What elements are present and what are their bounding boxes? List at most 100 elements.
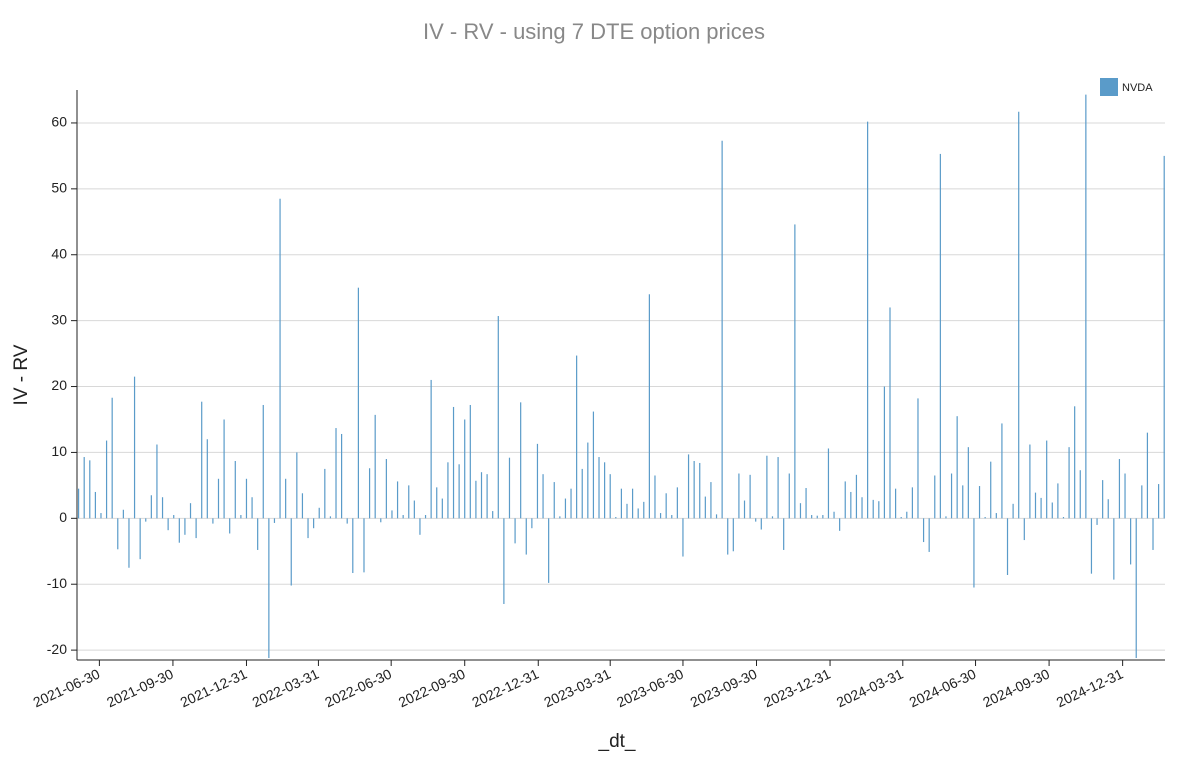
- bar: [777, 457, 779, 519]
- bar: [184, 518, 186, 535]
- bar: [1018, 111, 1020, 519]
- bar: [447, 462, 449, 519]
- bar: [906, 511, 908, 519]
- bar: [385, 459, 387, 519]
- bar: [788, 473, 790, 519]
- bar: [341, 433, 343, 519]
- bar: [508, 457, 511, 519]
- bar: [279, 198, 281, 519]
- bar: [329, 516, 332, 519]
- bar: [1141, 485, 1143, 519]
- bar: [77, 488, 80, 519]
- bar: [598, 457, 600, 519]
- bar: [212, 518, 214, 524]
- bar: [1057, 483, 1059, 519]
- bar: [844, 481, 846, 519]
- bar: [1163, 155, 1165, 519]
- bar: [592, 411, 595, 519]
- bar: [525, 518, 527, 555]
- bar: [576, 355, 578, 519]
- x-tick-label: 2022-12-31: [469, 665, 541, 710]
- bar: [301, 493, 304, 519]
- bar: [699, 462, 701, 519]
- bar: [206, 439, 208, 519]
- x-tick-label: 2023-03-31: [541, 665, 613, 710]
- bar: [671, 515, 673, 519]
- bar: [318, 507, 320, 519]
- bar: [195, 518, 197, 539]
- bar: [883, 386, 886, 519]
- x-tick-label: 2024-06-30: [907, 665, 979, 710]
- bar: [380, 518, 382, 523]
- bar: [133, 376, 136, 519]
- bar: [313, 518, 315, 529]
- y-axis-label: IV - RV: [11, 344, 32, 405]
- bar: [83, 457, 85, 519]
- bar: [587, 442, 589, 519]
- bar: [251, 497, 253, 519]
- bar: [911, 487, 913, 519]
- bar: [978, 486, 981, 519]
- bar: [1001, 423, 1003, 519]
- bar: [760, 518, 762, 530]
- bar: [973, 518, 975, 588]
- x-tick-label: 2023-06-30: [614, 665, 686, 710]
- bar: [257, 518, 259, 550]
- bar: [799, 503, 802, 519]
- bar: [441, 498, 443, 519]
- bar: [486, 474, 488, 519]
- bar: [1135, 518, 1137, 659]
- bar: [721, 140, 723, 519]
- bar: [620, 488, 622, 519]
- bar: [967, 447, 969, 519]
- bar: [240, 515, 242, 519]
- bar: [564, 498, 567, 519]
- bar: [1096, 518, 1098, 525]
- x-tick-label: 2022-09-30: [396, 665, 468, 710]
- bar: [855, 474, 858, 519]
- bar: [1102, 480, 1104, 519]
- x-axis-label: _dt_: [598, 731, 636, 752]
- bar: [822, 515, 824, 519]
- x-tick-label: 2024-09-30: [980, 665, 1052, 710]
- bar: [548, 518, 550, 583]
- bar: [480, 472, 483, 519]
- bar: [643, 501, 645, 519]
- bar: [201, 401, 203, 519]
- bar: [570, 488, 572, 519]
- bar: [396, 481, 399, 519]
- bar: [402, 515, 404, 519]
- y-tick-label: -10: [47, 575, 67, 591]
- bar: [346, 518, 348, 524]
- bar: [1029, 444, 1031, 519]
- bar: [604, 462, 606, 519]
- bar: [324, 468, 326, 519]
- y-tick-label: 0: [59, 509, 67, 525]
- bar: [497, 316, 499, 519]
- x-tick-label: 2022-06-30: [322, 665, 394, 710]
- bar: [531, 518, 533, 529]
- x-tick-label: 2024-03-31: [834, 665, 906, 710]
- x-tick-label: 2024-12-31: [1054, 665, 1126, 710]
- y-tick-label: -20: [47, 641, 67, 657]
- bar: [945, 516, 947, 519]
- bar: [536, 443, 539, 519]
- bar: [436, 487, 438, 519]
- bar: [581, 468, 583, 519]
- bar: [335, 428, 337, 519]
- bar: [1051, 502, 1053, 519]
- bar: [659, 513, 662, 519]
- bar: [995, 513, 997, 519]
- bar: [687, 454, 690, 519]
- bar: [1113, 518, 1115, 580]
- bar: [520, 402, 522, 519]
- bar: [682, 518, 684, 557]
- bar: [715, 514, 718, 519]
- bar: [990, 461, 992, 519]
- bar: [827, 448, 830, 519]
- bar: [1079, 470, 1081, 519]
- bar: [161, 497, 164, 519]
- bar: [676, 487, 678, 519]
- bar: [872, 499, 874, 519]
- x-tick-label: 2022-03-31: [250, 665, 322, 710]
